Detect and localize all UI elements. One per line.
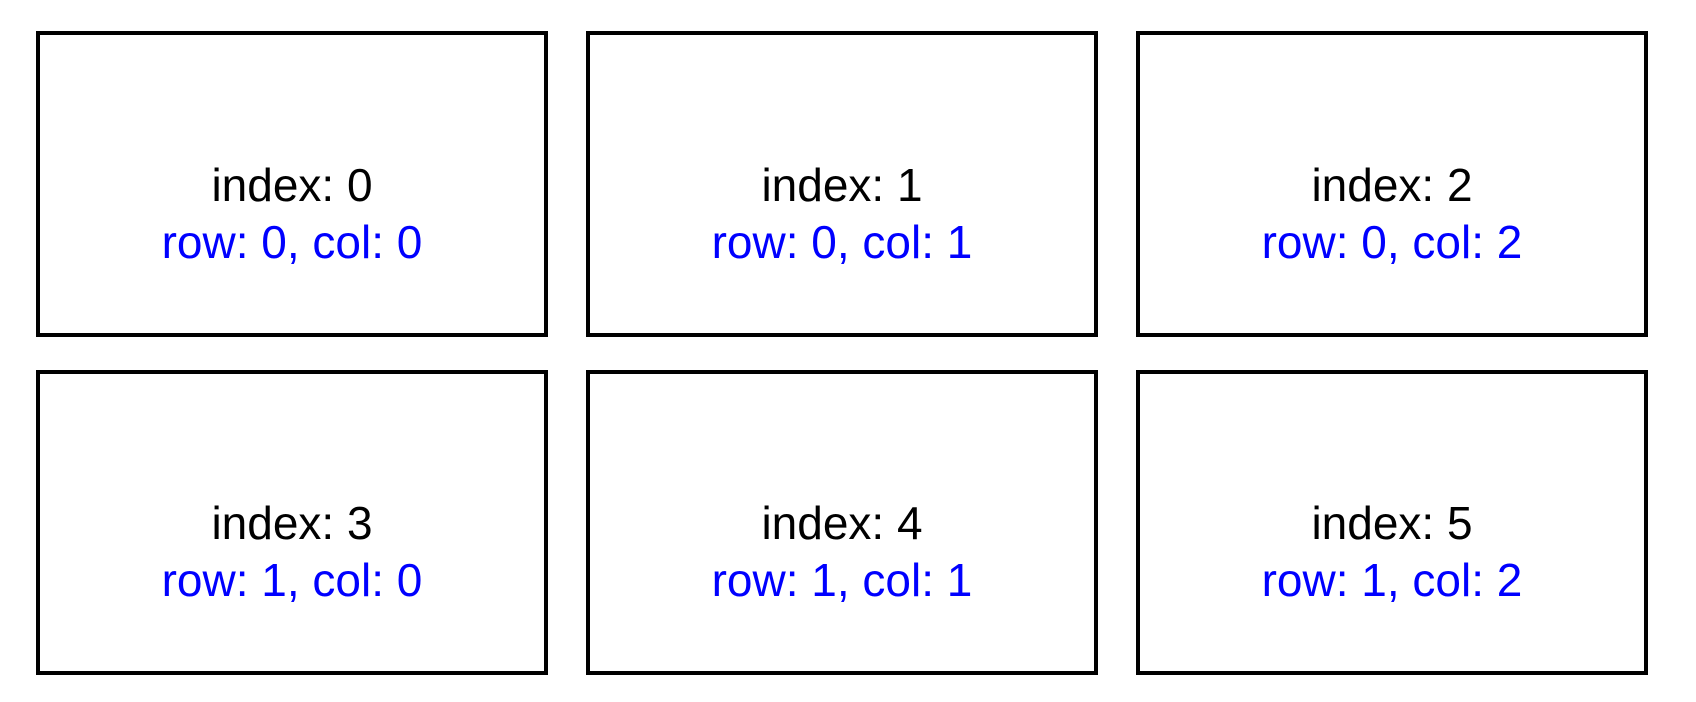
index-label: index: 5 [1311, 497, 1473, 550]
rowcol-label: row: 1, col: 0 [161, 554, 423, 607]
rowcol-label: row: 1, col: 1 [711, 554, 973, 607]
subplot-cell-3: index: 3 row: 1, col: 0 [36, 369, 548, 675]
cell-text-block: index: 0 row: 0, col: 0 [162, 157, 423, 271]
cell-text-block: index: 5 row: 1, col: 2 [1262, 495, 1523, 609]
subplot-cell-0: index: 0 row: 0, col: 0 [36, 31, 548, 337]
subplot-grid: index: 0 row: 0, col: 0 index: 1 row: 0,… [36, 31, 1648, 675]
cell-text-block: index: 1 row: 0, col: 1 [712, 157, 973, 271]
rowcol-label: row: 0, col: 1 [711, 215, 973, 268]
index-label: index: 4 [761, 497, 923, 550]
cell-text-block: index: 3 row: 1, col: 0 [162, 495, 423, 609]
index-label: index: 2 [1311, 158, 1473, 211]
rowcol-label: row: 1, col: 2 [1261, 554, 1523, 607]
index-label: index: 1 [761, 158, 923, 211]
subplot-cell-4: index: 4 row: 1, col: 1 [586, 369, 1098, 675]
cell-text-block: index: 2 row: 0, col: 2 [1262, 157, 1523, 271]
subplot-cell-1: index: 1 row: 0, col: 1 [586, 31, 1098, 337]
index-label: index: 3 [211, 497, 373, 550]
rowcol-label: row: 0, col: 2 [1261, 215, 1523, 268]
subplot-cell-5: index: 5 row: 1, col: 2 [1136, 369, 1648, 675]
index-label: index: 0 [211, 158, 373, 211]
rowcol-label: row: 0, col: 0 [161, 215, 423, 268]
cell-text-block: index: 4 row: 1, col: 1 [712, 495, 973, 609]
subplot-cell-2: index: 2 row: 0, col: 2 [1136, 31, 1648, 337]
